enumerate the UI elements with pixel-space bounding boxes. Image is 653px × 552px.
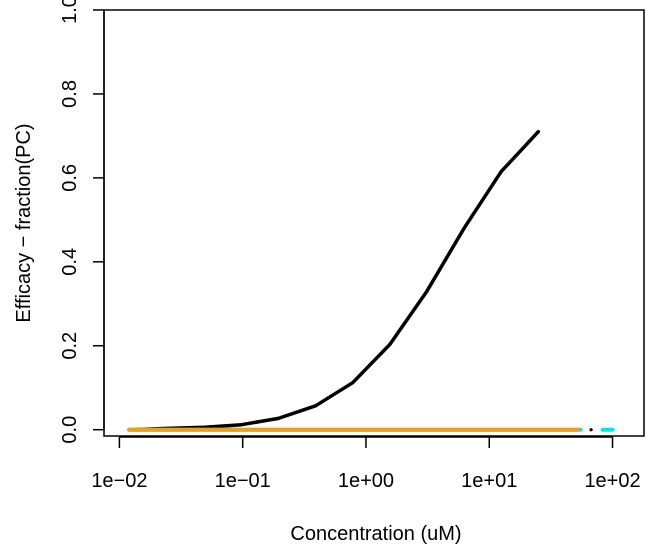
series-layer [127,129,615,432]
y-tick-label: 0.2 [59,332,81,360]
x-tick-label: 1e+02 [584,470,640,492]
y-axis-title: Efficacy − fraction(PC) [13,123,35,322]
x-tick-label: 1e+01 [461,470,517,492]
y-tick-label: 0.4 [59,248,81,276]
y-tick-label: 0.8 [59,80,81,108]
x-tick-label: 1e+00 [338,470,394,492]
y-tick-label: 1.0 [59,0,81,24]
x-tick-label: 1e−01 [215,470,271,492]
y-axis: 0.0 0.2 0.4 0.6 0.8 1.0 [59,0,105,444]
series-point [589,428,593,432]
y-tick-label: 0.0 [59,416,81,444]
x-tick-label: 1e−02 [91,470,147,492]
plot-frame [103,9,645,437]
series-line [127,129,541,432]
y-tick-label: 0.6 [59,164,81,192]
x-axis: 1e−02 1e−01 1e+00 1e+01 1e+02 [91,436,641,492]
x-axis-title: Concentration (uM) [290,523,461,545]
